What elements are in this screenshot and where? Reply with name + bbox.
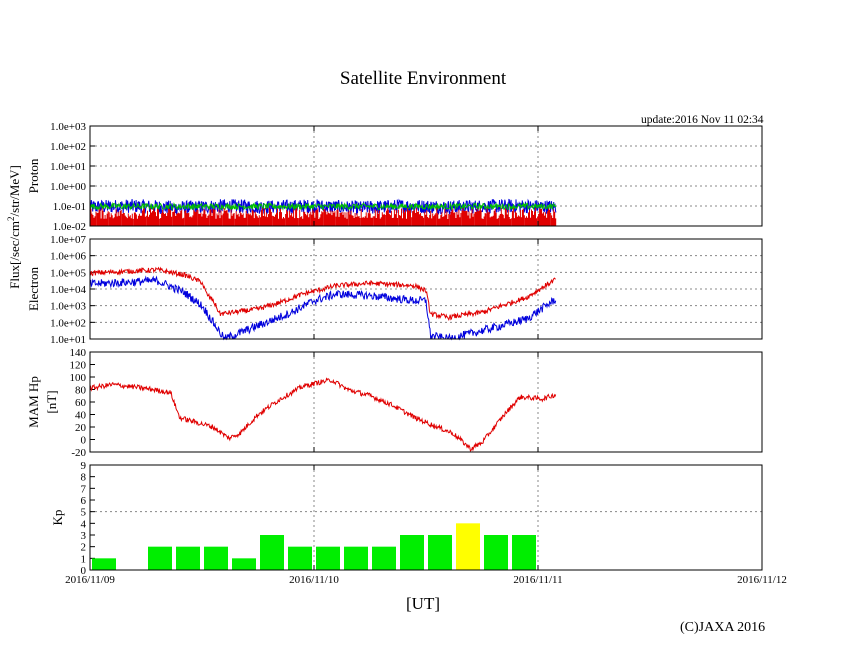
y-tick-label: 1.0e+03 bbox=[50, 121, 86, 133]
y-tick-label: 1 bbox=[81, 553, 87, 565]
y-tick-label: 4 bbox=[81, 518, 87, 530]
proton-axis-label: Proton bbox=[26, 158, 41, 193]
hp-axis-label: MAM Hp bbox=[26, 376, 41, 428]
x-tick-label: 2016/11/10 bbox=[289, 574, 339, 586]
y-tick-label: 100 bbox=[70, 372, 87, 384]
y-tick-label: 8 bbox=[81, 472, 87, 484]
y-tick-label: 2 bbox=[81, 542, 87, 554]
kp-bar bbox=[316, 546, 340, 570]
y-tick-label: 1.0e-02 bbox=[53, 221, 86, 233]
y-tick-label: 1.0e+02 bbox=[50, 141, 86, 153]
kp-bar bbox=[400, 535, 424, 570]
copyright-label: (C)JAXA 2016 bbox=[680, 620, 766, 635]
y-tick-label: 5 bbox=[81, 507, 87, 519]
kp-bar bbox=[260, 535, 284, 570]
kp-bar bbox=[204, 546, 228, 570]
update-timestamp: update:2016 Nov 11 02:34 bbox=[641, 114, 764, 126]
electron-panel-frame bbox=[89, 238, 763, 340]
y-tick-label: 1.0e-01 bbox=[53, 201, 86, 213]
kp-bar bbox=[428, 535, 452, 570]
y-tick-label: 1.0e+03 bbox=[50, 301, 86, 313]
kp-bar bbox=[512, 535, 536, 570]
y-tick-label: 140 bbox=[70, 347, 87, 359]
kp-bar bbox=[484, 535, 508, 570]
y-tick-label: 1.0e+01 bbox=[50, 334, 86, 346]
y-tick-label: 60 bbox=[75, 397, 87, 409]
kp-bar bbox=[176, 546, 200, 570]
y-tick-label: 40 bbox=[75, 410, 87, 422]
y-tick-label: 9 bbox=[81, 460, 87, 472]
kp-bar bbox=[372, 546, 396, 570]
y-tick-label: 120 bbox=[70, 360, 87, 372]
y-tick-label: -20 bbox=[71, 447, 86, 459]
hp-panel-frame bbox=[89, 351, 763, 453]
kp-bar bbox=[288, 546, 312, 570]
y-tick-label: 0 bbox=[81, 565, 87, 577]
y-tick-label: 1.0e+01 bbox=[50, 161, 86, 173]
y-tick-label: 80 bbox=[75, 385, 87, 397]
kp-bar bbox=[148, 546, 172, 570]
x-tick-label: 2016/11/09 bbox=[65, 574, 115, 586]
y-tick-label: 1.0e+05 bbox=[50, 267, 86, 279]
hp-series bbox=[89, 377, 557, 453]
flux-axis-label: Flux[/sec/cm2/str/MeV] bbox=[6, 165, 22, 289]
kp-bar bbox=[232, 558, 256, 570]
kp-axis-label: Kp bbox=[50, 510, 65, 526]
proton-green-series bbox=[89, 201, 557, 212]
x-tick-label: 2016/11/11 bbox=[513, 574, 562, 586]
y-tick-label: 20 bbox=[75, 422, 87, 434]
y-tick-label: 1.0e+04 bbox=[50, 284, 86, 296]
x-axis-label: [UT] bbox=[406, 594, 440, 613]
kp-bar bbox=[92, 558, 116, 570]
y-tick-label: 1.0e+00 bbox=[50, 181, 86, 193]
kp-bar bbox=[456, 523, 480, 570]
kp-bar bbox=[344, 546, 368, 570]
y-tick-label: 6 bbox=[81, 495, 87, 507]
y-tick-label: 3 bbox=[81, 530, 87, 542]
y-tick-label: 0 bbox=[81, 435, 87, 447]
y-tick-label: 7 bbox=[81, 483, 87, 495]
hp-axis-unit: [nT] bbox=[44, 390, 59, 413]
kp-panel-frame bbox=[89, 464, 763, 571]
y-tick-label: 1.0e+02 bbox=[50, 317, 86, 329]
x-tick-label: 2016/11/12 bbox=[737, 574, 787, 586]
chart-title: Satellite Environment bbox=[339, 68, 507, 89]
proton-panel-frame bbox=[89, 125, 763, 227]
proton-blue-series bbox=[89, 198, 557, 216]
electron-axis-label: Electron bbox=[26, 266, 41, 311]
y-tick-label: 1.0e+07 bbox=[50, 234, 86, 246]
electron-red-series bbox=[89, 266, 556, 322]
electron-blue-series bbox=[89, 275, 557, 341]
y-tick-label: 1.0e+06 bbox=[50, 251, 86, 263]
